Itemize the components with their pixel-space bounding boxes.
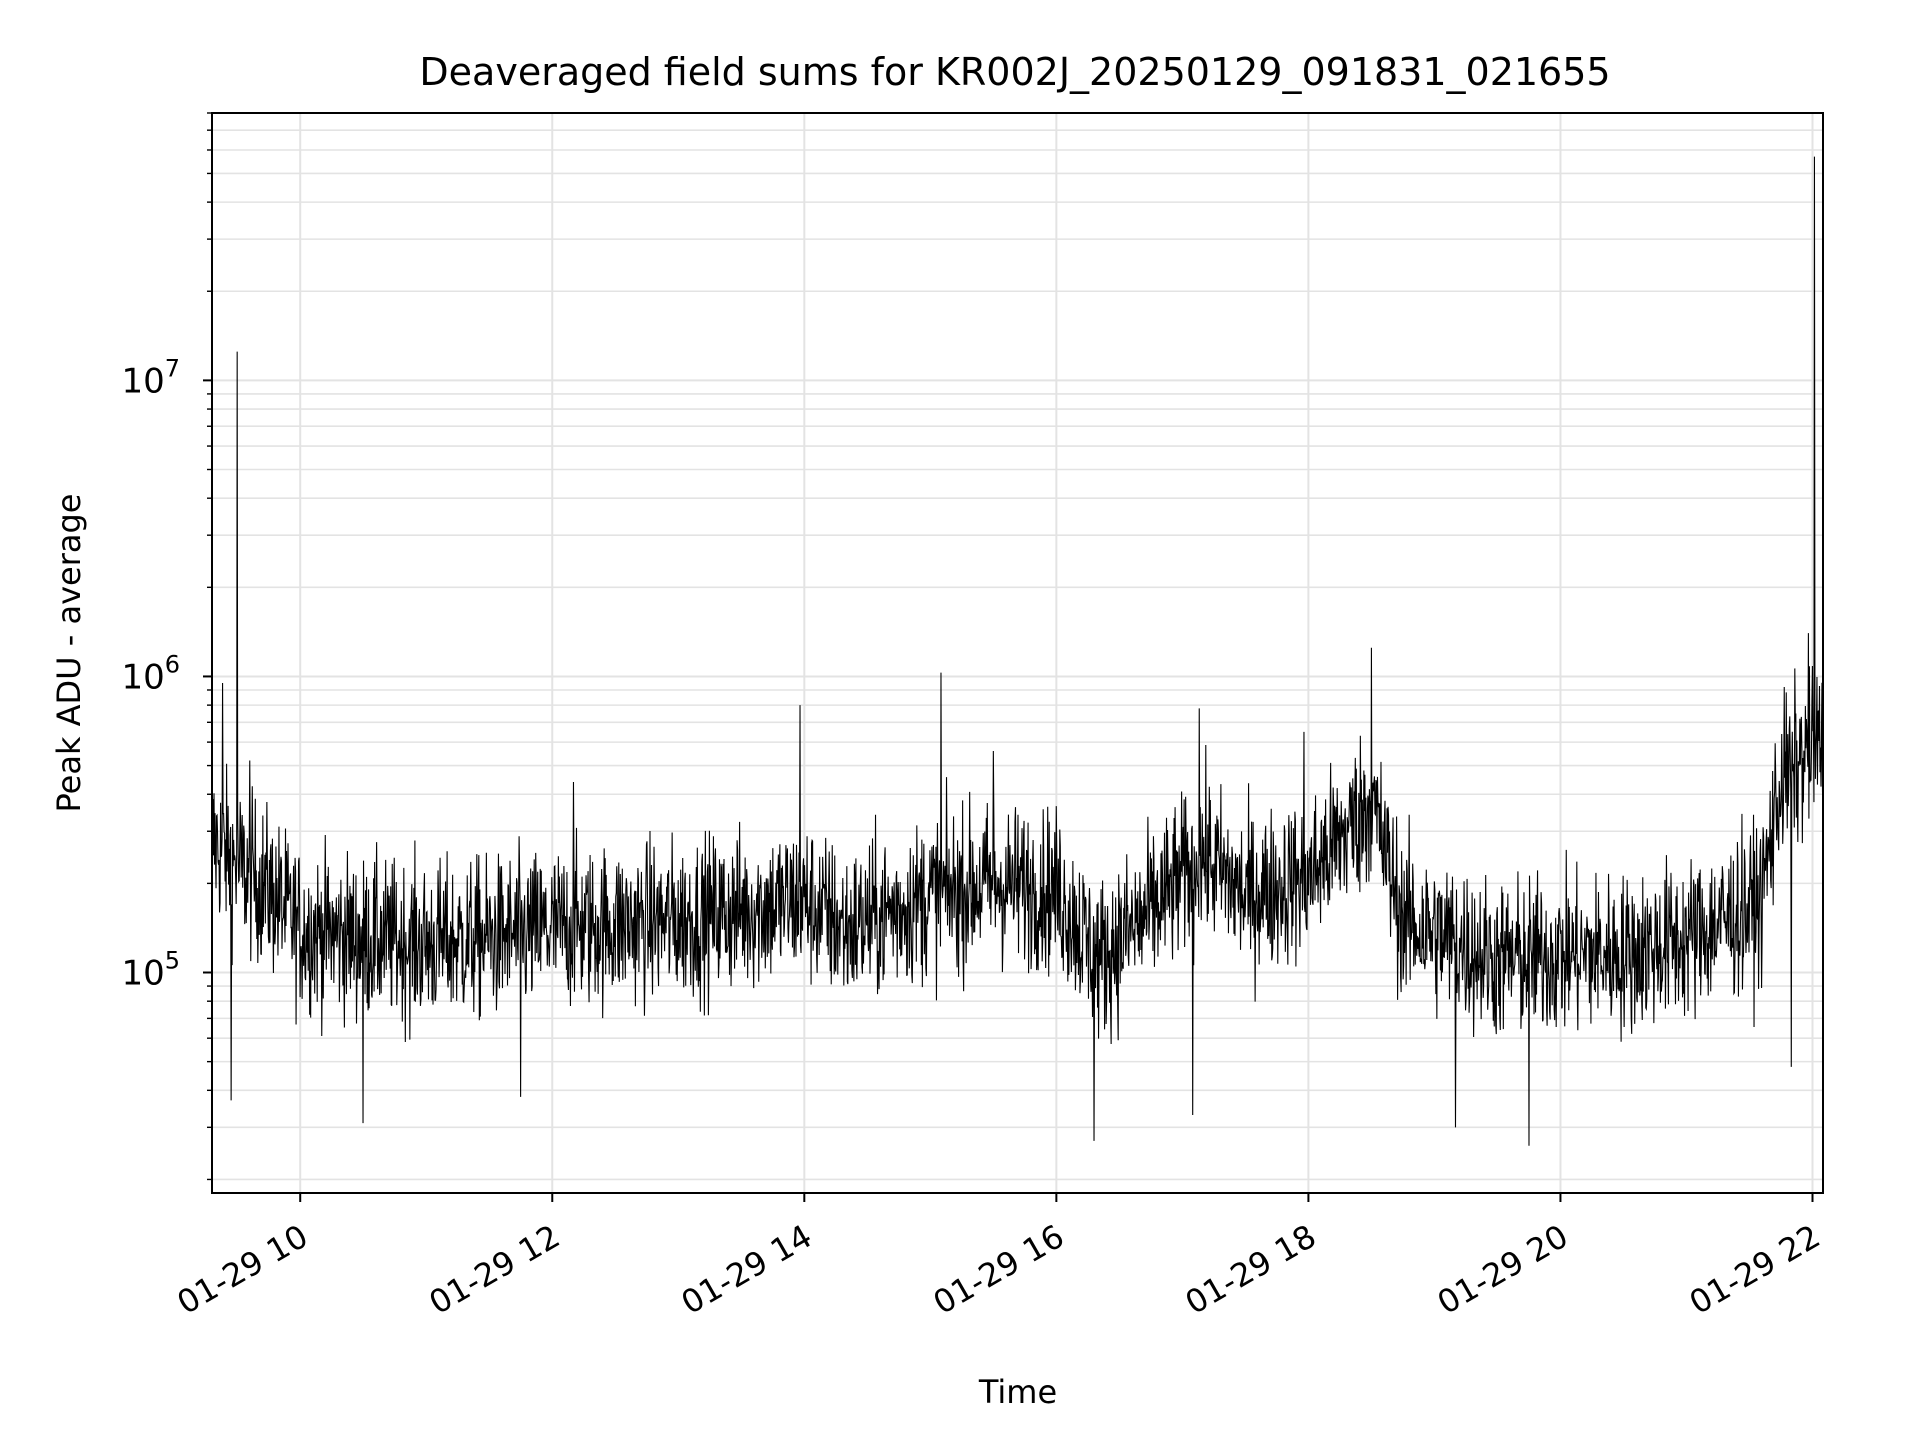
x-tick-label: 01-29 12 [423,1217,567,1322]
x-tick-label: 01-29 20 [1431,1217,1575,1322]
y-tick-exponent: 7 [165,354,180,382]
grid-lines [212,112,1823,1193]
x-tick-label: 01-29 14 [675,1217,819,1322]
y-tick-label: 106 [121,650,180,697]
y-tick-label: 105 [121,947,180,994]
y-tick-base: 10 [121,657,164,697]
x-tick-label: 01-29 18 [1179,1217,1323,1322]
x-tick-label: 01-29 16 [927,1217,1071,1322]
x-tick-label: 01-29 10 [171,1217,315,1322]
y-tick-base: 10 [121,361,164,401]
x-tick-label: 01-29 22 [1683,1217,1827,1322]
y-tick-label: 107 [121,354,180,401]
x-axis-label: Time [978,1373,1057,1411]
y-axis-label: Peak ADU - average [50,494,88,813]
series-line [211,156,1824,1146]
y-tick-exponent: 5 [165,947,180,975]
plot-area-frame [211,112,1824,1194]
y-tick-base: 10 [121,954,164,994]
chart-title: Deaveraged field sums for KR002J_2025012… [419,50,1610,94]
y-tick-exponent: 6 [165,650,180,678]
data-series [211,156,1824,1146]
